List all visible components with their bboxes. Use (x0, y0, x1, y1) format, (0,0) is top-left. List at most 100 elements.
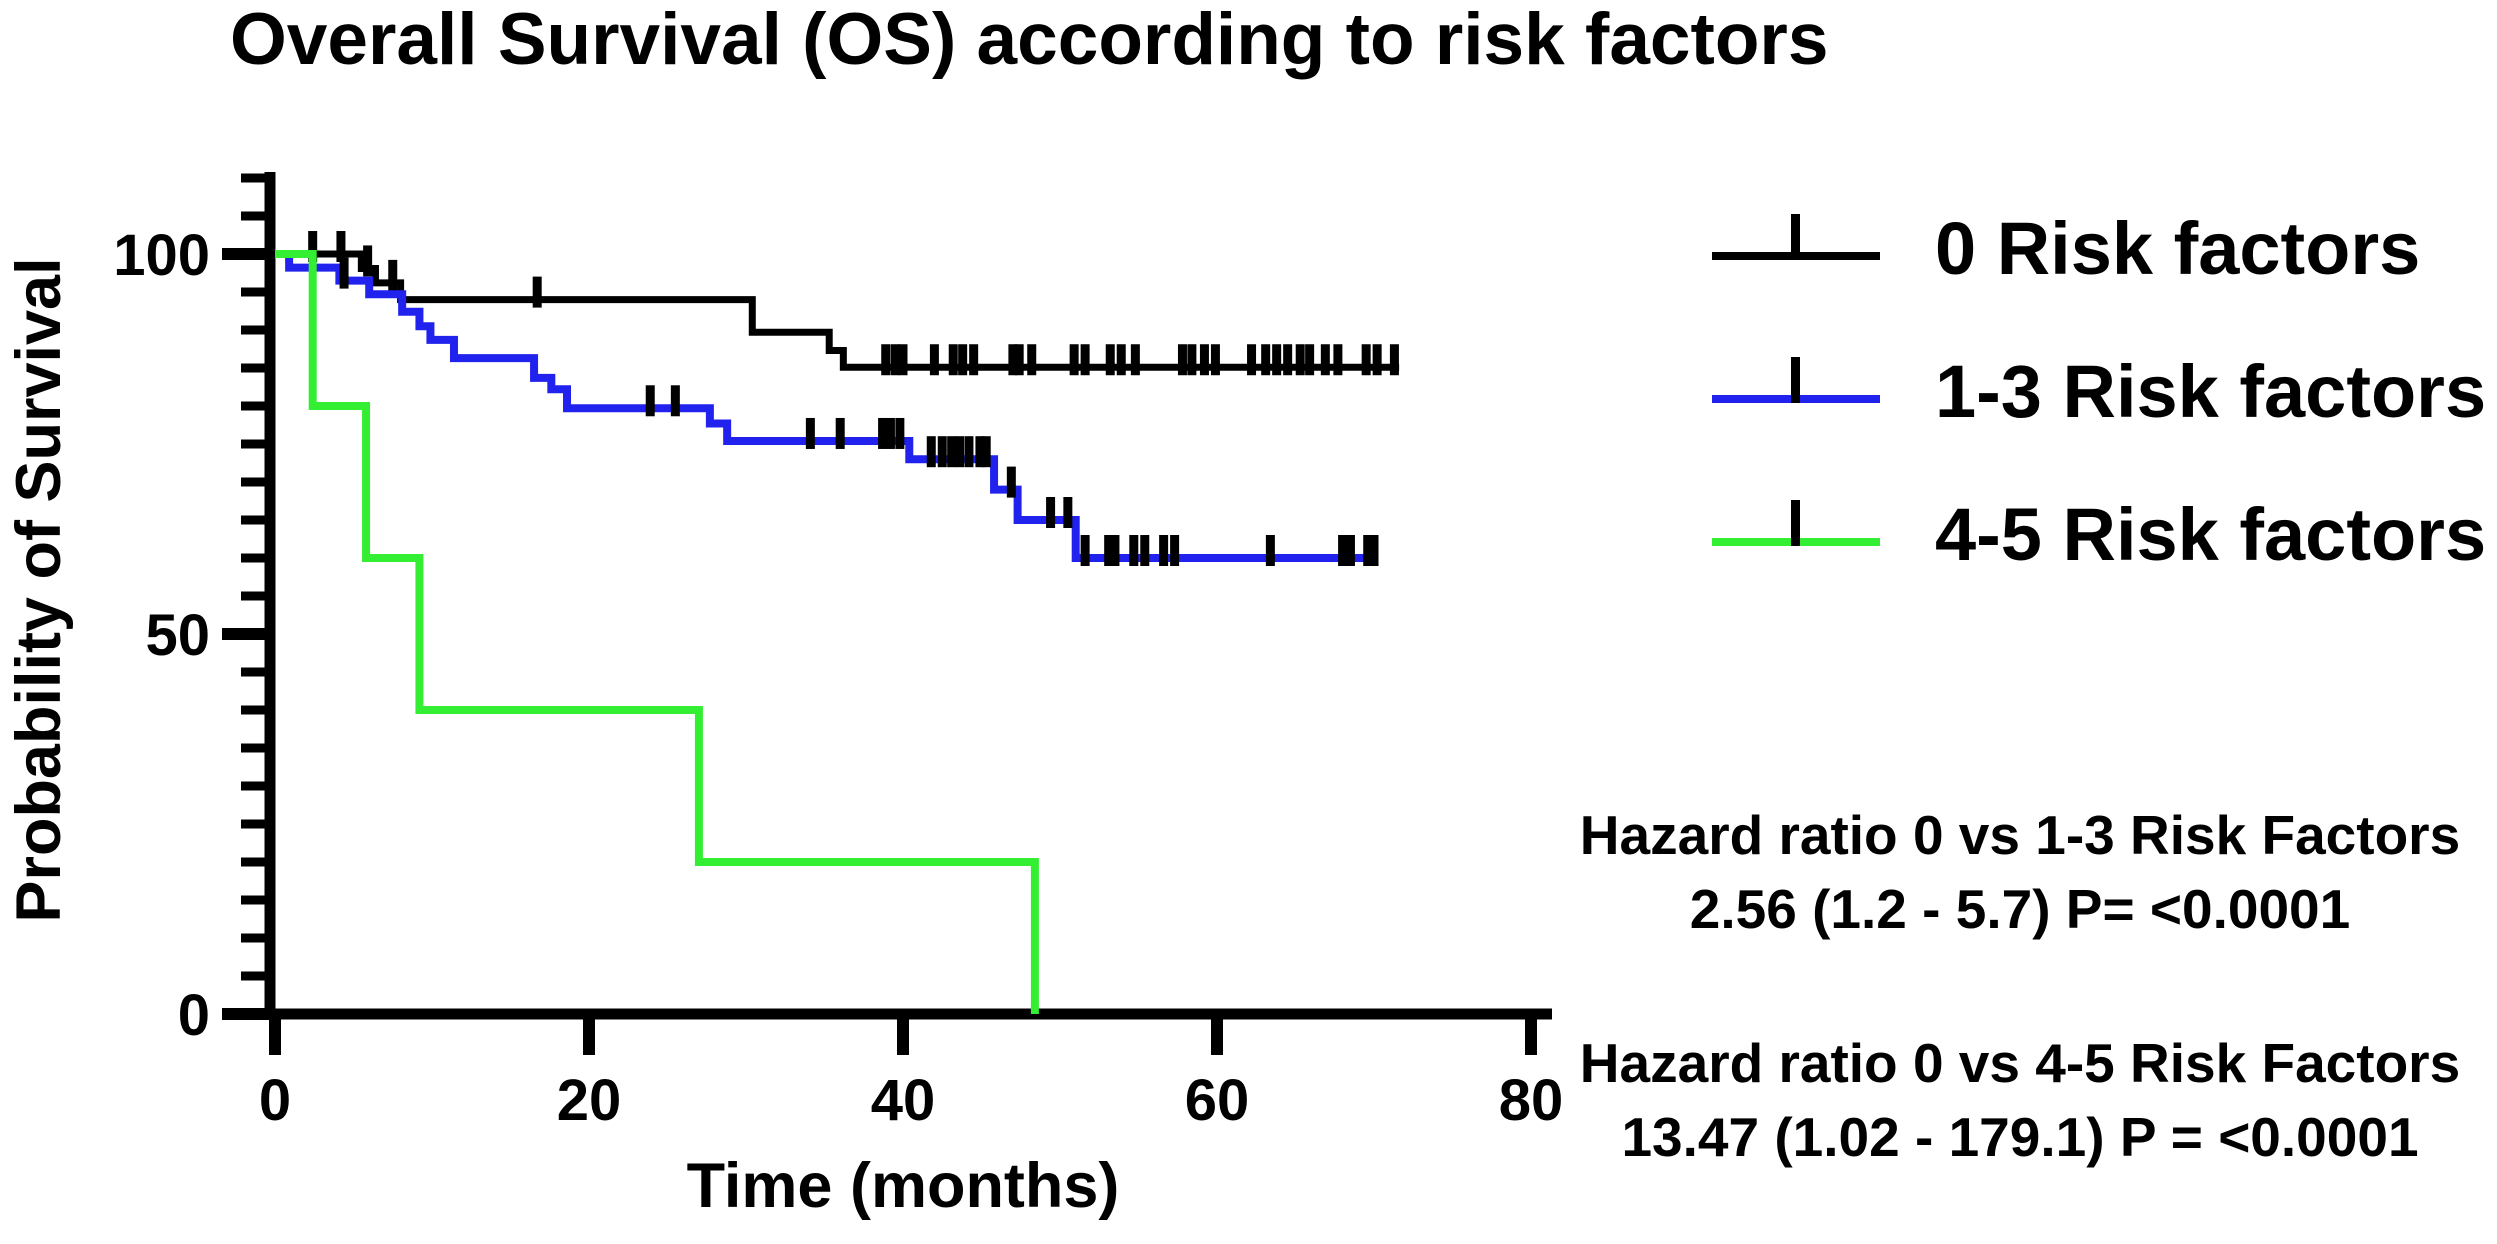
censor-tick-icon (1008, 344, 1018, 376)
legend-item-1-3-risk: 1-3 Risk factors (1712, 339, 2486, 444)
censor-tick-icon (898, 344, 908, 376)
censor-tick-icon (670, 385, 680, 417)
censor-tick-icon (1046, 497, 1056, 528)
censor-tick-icon (1014, 344, 1024, 376)
hazard-note-line: 2.56 (1.2 - 5.7) P= <0.0001 (1689, 878, 2351, 940)
censor-tick-icon (1345, 535, 1355, 566)
censor-tick-icon (336, 231, 346, 262)
y-axis: 0 50 100 (113, 172, 276, 1048)
censor-tick-icon (1320, 344, 1330, 376)
censor-tick-icon (1006, 466, 1016, 498)
censor-tick-icon (929, 344, 939, 376)
censor-tick-icon (308, 231, 318, 262)
censor-tick-icon (885, 417, 895, 449)
legend-label: 0 Risk factors (1935, 206, 2421, 290)
censor-tick-icon (1069, 344, 1079, 376)
censor-tick-icon (1791, 213, 1800, 260)
censor-tick-icon (1261, 344, 1271, 376)
series-0 (275, 231, 1400, 376)
censor-tick-icon (1130, 344, 1140, 376)
km-line-censor-marker-icon (1712, 499, 1880, 570)
censor-tick-icon (975, 436, 985, 468)
censor-tick-icon (1333, 344, 1343, 376)
censor-tick-icon (926, 436, 936, 468)
legend-label: 1-3 Risk factors (1935, 349, 2487, 433)
censor-tick-icon (835, 417, 845, 449)
censor-tick-icon (958, 344, 968, 376)
series-1 (275, 250, 1379, 566)
censor-tick-icon (1187, 344, 1197, 376)
series-2 (275, 250, 1039, 1014)
page-title: Overall Survival (OS) according to risk … (230, 0, 1829, 80)
censor-tick-icon (645, 385, 655, 417)
censor-tick-icon (363, 245, 373, 277)
x-tick-label: 20 (557, 1068, 622, 1133)
hazard-ratio-note-2: Hazard ratio 0 vs 4-5 Risk Factors 13.47… (1555, 1026, 2485, 1174)
censor-tick-icon (964, 436, 974, 468)
y-tick-label: 0 (178, 983, 210, 1048)
censor-tick-icon (1363, 535, 1373, 566)
censor-tick-icon (955, 436, 965, 468)
censor-tick-icon (1177, 344, 1187, 376)
censor-tick-icon (1170, 535, 1180, 566)
censor-tick-icon (1027, 344, 1037, 376)
censor-tick-icon (1369, 535, 1379, 566)
censor-tick-icon (1129, 535, 1139, 566)
censor-tick-icon (1389, 344, 1399, 376)
censor-tick-icon (881, 344, 891, 376)
censor-tick-icon (969, 344, 979, 376)
survival-curve (275, 250, 1039, 1014)
hazard-note-line: Hazard ratio 0 vs 1-3 Risk Factors (1579, 804, 2461, 866)
censor-tick-icon (1105, 344, 1115, 376)
legend-item-4-5-risk: 4-5 Risk factors (1712, 482, 2486, 587)
y-axis-title: Probability of Survival (4, 257, 74, 922)
hazard-note-line: Hazard ratio 0 vs 4-5 Risk Factors (1579, 1032, 2461, 1094)
censor-tick-icon (1140, 535, 1150, 566)
censor-tick-icon (1080, 535, 1090, 566)
censor-tick-icon (937, 436, 947, 468)
x-axis: 0 20 40 60 80 (253, 1008, 1564, 1133)
y-tick-label: 50 (145, 603, 210, 668)
censor-tick-icon (1372, 344, 1382, 376)
censor-tick-icon (1199, 344, 1209, 376)
censor-tick-icon (1104, 535, 1114, 566)
censor-tick-icon (1116, 344, 1126, 376)
censor-tick-icon (947, 436, 957, 468)
censor-tick-icon (339, 257, 349, 289)
hazard-note-line: 13.47 (1.02 - 179.1) P = <0.0001 (1621, 1106, 2419, 1168)
censor-tick-icon (805, 417, 815, 449)
legend: 0 Risk factors 1-3 Risk factors 4-5 Risk… (1712, 196, 2486, 587)
censor-tick-icon (890, 344, 900, 376)
legend-item-0-risk: 0 Risk factors (1712, 196, 2486, 301)
censor-tick-icon (1110, 535, 1120, 566)
censor-tick-icon (1361, 344, 1371, 376)
censor-tick-icon (948, 344, 958, 376)
survival-curve (275, 250, 1374, 562)
x-tick-label: 0 (259, 1068, 291, 1133)
censor-tick-icon (1791, 499, 1800, 546)
censor-tick-icon (1063, 497, 1073, 528)
censor-tick-icon (1283, 344, 1293, 376)
survival-curve (275, 250, 1400, 371)
censor-tick-icon (981, 436, 991, 468)
x-axis-title: Time (months) (687, 1151, 1120, 1221)
censor-tick-icon (1272, 344, 1282, 376)
hazard-ratio-note-1: Hazard ratio 0 vs 1-3 Risk Factors 2.56 … (1555, 798, 2485, 946)
x-tick-label: 80 (1499, 1068, 1564, 1133)
censor-tick-icon (1338, 535, 1348, 566)
censor-tick-icon (532, 276, 542, 308)
censor-tick-icon (878, 417, 888, 449)
censor-tick-icon (1247, 344, 1257, 376)
x-tick-label: 40 (871, 1068, 936, 1133)
y-tick-label: 100 (113, 223, 210, 288)
km-line-censor-marker-icon (1712, 356, 1880, 427)
km-line-censor-marker-icon (1712, 213, 1880, 284)
censor-tick-icon (1080, 344, 1090, 376)
censor-tick-icon (895, 417, 905, 449)
censor-tick-icon (388, 259, 398, 291)
legend-label: 4-5 Risk factors (1935, 492, 2487, 576)
censor-tick-icon (1210, 344, 1220, 376)
censor-tick-icon (1295, 344, 1305, 376)
